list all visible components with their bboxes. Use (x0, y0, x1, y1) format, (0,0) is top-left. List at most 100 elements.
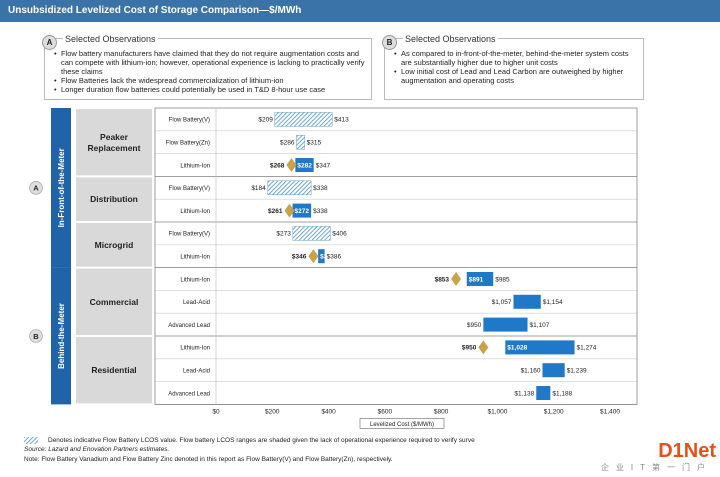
x-tick-label: $1,400 (600, 408, 620, 415)
range-bar (466, 272, 494, 286)
watermark-brand: D1Net (658, 440, 716, 462)
footnote-note: Note: Flow Battery Vanadium and Flow Bat… (24, 456, 393, 463)
group-label: Behind-the-Meter (57, 303, 66, 369)
technology-label: Lithium-Ion (180, 255, 210, 261)
technology-label: Lithium-Ion (180, 346, 210, 352)
range-bar (483, 317, 528, 332)
technology-label: Lithium-Ion (180, 163, 210, 169)
technology-label: Flow Battery(V) (169, 118, 210, 124)
low-value-label: $950 (467, 322, 482, 329)
range-bar (296, 134, 305, 150)
technology-label: Flow Battery(Zn) (166, 141, 210, 147)
range-bar (505, 340, 575, 355)
use-case-box (76, 109, 152, 176)
x-axis-label: Levelized Cost ($/MWh) (370, 422, 434, 428)
low-value-label: $272 (295, 208, 310, 215)
high-value-label: $406 (332, 231, 347, 238)
observations-b-heading: Selected Observations (403, 34, 498, 44)
marker-value-label: $853 (435, 276, 450, 283)
badge-a: A (42, 35, 57, 50)
range-bar (295, 158, 314, 172)
range-bar (513, 294, 541, 309)
x-tick-label: $600 (378, 408, 393, 415)
group-label: In-Front-of-the-Meter (57, 148, 66, 227)
low-value-label: $286 (280, 140, 295, 147)
range-bar (292, 203, 312, 218)
flow-marker (308, 249, 319, 264)
observations-b-list: As compared to in-front-of-the-meter, be… (391, 49, 637, 85)
range-bar (542, 363, 565, 378)
marker-value-label: $950 (462, 345, 477, 352)
x-tick-label: $1,200 (544, 408, 564, 415)
use-case-label: Distribution (90, 194, 138, 204)
flow-marker (478, 340, 489, 355)
high-value-label: $1,188 (552, 390, 572, 397)
group-badge-label: B (33, 332, 39, 341)
x-tick-label: $200 (265, 408, 280, 415)
low-value-label: $1,057 (492, 299, 512, 306)
group-badge (29, 181, 43, 195)
footnote-source: Source: Lazard and Enovation Partners es… (24, 446, 170, 453)
group-header (51, 267, 71, 405)
use-case-label: Replacement (88, 143, 141, 153)
use-case-label: Peaker (100, 132, 129, 142)
high-value-label: $1,154 (543, 299, 563, 306)
observation-item: Flow Batteries lack the widespread comme… (54, 76, 365, 85)
footnote-hatch: Denotes indicative Flow Battery LCOS val… (24, 437, 475, 444)
low-value-label: $1,028 (507, 345, 527, 352)
technology-label: Advanced Lead (168, 323, 210, 329)
low-value-label: $184 (251, 185, 266, 192)
low-value-label: $891 (469, 276, 484, 283)
hatch-legend-swatch (24, 437, 38, 444)
range-bar (318, 249, 325, 264)
marker-value-label: $268 (270, 162, 285, 169)
x-tick-label: $800 (434, 408, 449, 415)
group-badge (29, 329, 43, 343)
low-value-label: $363 (320, 254, 335, 261)
use-case-box (76, 223, 152, 267)
marker-value-label: $261 (268, 208, 283, 215)
watermark-tagline: 企业IT第一门户 (600, 463, 712, 472)
high-value-label: $347 (316, 162, 331, 169)
low-value-label: $209 (258, 117, 273, 124)
low-value-label: $273 (276, 231, 291, 238)
x-tick-label: $1,000 (487, 408, 507, 415)
low-value-label: $1,138 (514, 390, 534, 397)
observation-item: Flow battery manufacturers have claimed … (54, 49, 365, 76)
range-bar (292, 226, 331, 241)
high-value-label: $338 (313, 208, 328, 215)
plot-border (154, 107, 638, 405)
high-value-label: $985 (495, 276, 510, 283)
high-value-label: $315 (307, 140, 322, 147)
range-bar (274, 112, 333, 127)
use-case-box (76, 337, 152, 404)
group-header (51, 108, 71, 268)
range-bar (267, 180, 312, 196)
observations-a: A Selected Observations Flow battery man… (42, 34, 372, 100)
x-tick-label: $0 (212, 408, 220, 415)
x-tick-label: $400 (321, 408, 336, 415)
high-value-label: $386 (327, 254, 342, 261)
title-bar: Unsubsidized Levelized Cost of Storage C… (0, 0, 720, 22)
observations-a-list: Flow battery manufacturers have claimed … (51, 49, 365, 94)
use-case-box (76, 268, 152, 335)
high-value-label: $1,107 (530, 322, 550, 329)
marker-value-label: $346 (292, 254, 307, 261)
page-title: Unsubsidized Levelized Cost of Storage C… (8, 5, 302, 16)
observations-a-heading: Selected Observations (63, 34, 158, 44)
low-value-label: $1,160 (521, 368, 541, 375)
technology-label: Lithium-Ion (180, 209, 210, 215)
technology-label: Lead-Acid (183, 369, 210, 375)
x-axis-label-box (359, 418, 445, 429)
use-case-label: Residential (91, 365, 136, 375)
technology-label: Flow Battery(V) (169, 232, 210, 238)
technology-label: Flow Battery(V) (169, 186, 210, 192)
high-value-label: $1,274 (577, 345, 597, 352)
flow-marker (286, 158, 297, 172)
use-case-label: Microgrid (95, 240, 134, 250)
use-case-label: Commercial (90, 297, 139, 307)
observations-b: B Selected Observations As compared to i… (382, 34, 644, 100)
badge-b: B (382, 35, 397, 50)
group-badge-label: A (33, 184, 39, 193)
